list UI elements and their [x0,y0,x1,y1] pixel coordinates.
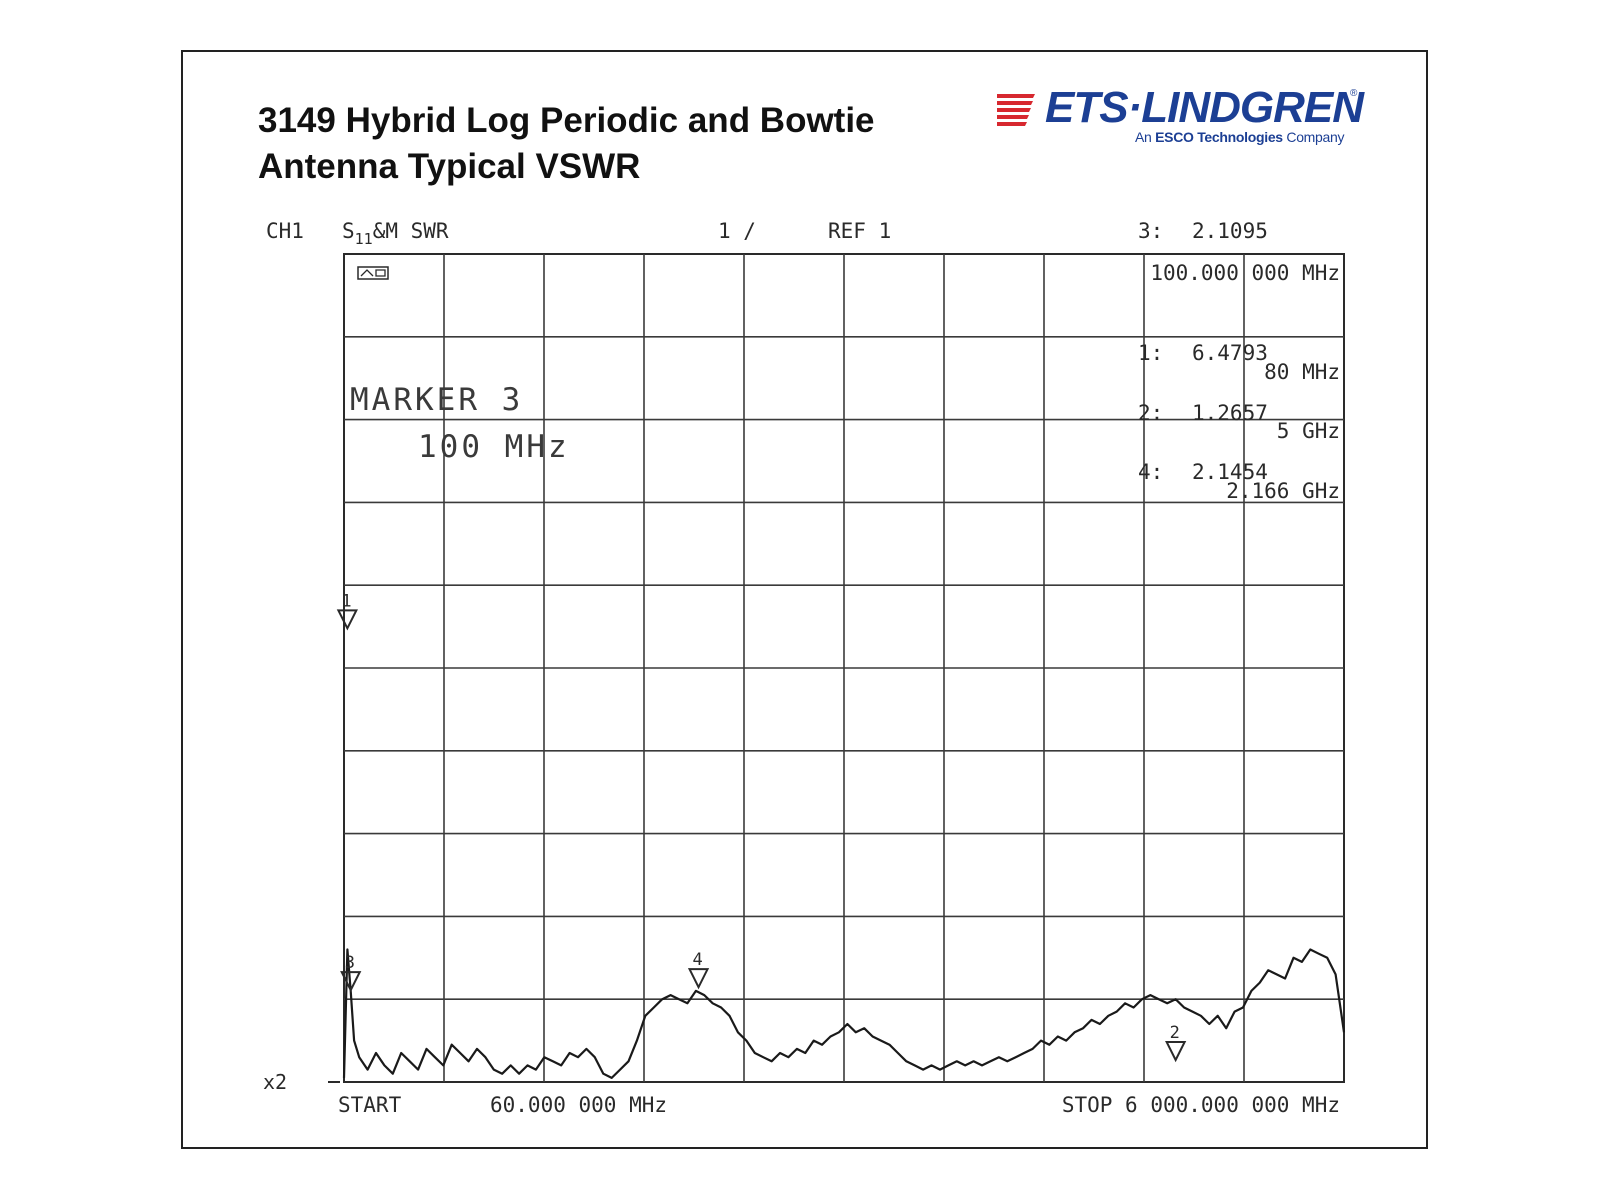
marker-2-label: 2 [1170,1023,1180,1043]
marker-3-label: 3 [345,953,355,973]
logo-tagline-bold: ESCO Technologies [1155,129,1283,145]
marker-2-readout: 2: 1.2657 5 GHz [1138,401,1340,443]
active-marker-freq: 100.000 000 MHz [1150,261,1340,285]
start-label: START [338,1093,402,1117]
marker-1-label: 1 [341,591,351,611]
marker-layer: 1 2 3 4 [336,591,1187,1063]
annotation-marker-label: MARKER 3 [350,382,523,418]
marker-1-triangle [336,609,358,631]
marker-2-id: 2: [1138,401,1163,425]
marker-4-readout: 4: 2.1454 2.166 GHz [1138,460,1340,503]
annotation-freq-label: 100 MHz [418,429,570,465]
plot-grid [344,254,1344,1082]
marker-2: 2 [1165,1023,1187,1063]
waves-logo-icon [997,94,1035,126]
marker-4: 4 [687,950,710,990]
chart-frame [181,50,1428,1149]
marker-1-value: 6.4793 [1192,341,1268,365]
active-marker-value: 2.1095 [1192,219,1268,243]
marker-1-freq: 80 MHz [1264,360,1340,384]
title-line-2: Antenna Typical VSWR [258,147,641,186]
marker-2-freq: 5 GHz [1277,419,1340,443]
ref-level-label: x2 [263,1070,287,1094]
param-suffix: &M SWR [373,219,449,243]
marker-1: 1 [336,591,358,631]
logo-tagline-prefix: An [1135,129,1152,145]
marker-4-value: 2.1454 [1192,460,1268,484]
param-prefix: S [342,219,355,243]
marker-4-triangle [687,968,710,990]
marker-2-value: 1.2657 [1192,401,1268,425]
logo-registered: ® [1350,88,1358,99]
title-line-1: 3149 Hybrid Log Periodic and Bowtie [258,101,875,140]
marker-3: 3 [340,953,362,993]
param-sub: 11 [355,230,373,248]
logo-brand: ETS·LINDGREN [1045,83,1364,132]
page-title: 3149 Hybrid Log Periodic and Bowtie Ante… [258,98,958,190]
marker-2-triangle [1165,1041,1187,1063]
marker-4-label: 4 [693,950,703,970]
scale-label: 1 / [718,219,756,243]
marker-1-readout: 1: 6.4793 80 MHz [1138,341,1340,384]
marker-3-triangle [340,971,362,993]
start-value: 60.000 000 MHz [490,1093,667,1117]
marker-1-id: 1: [1138,341,1163,365]
logo-tagline-suffix: Company [1286,129,1345,145]
stop-label: STOP 6 000.000 000 MHz [1062,1093,1340,1117]
ets-lindgren-logo: ETS·LINDGREN ® An ESCO Technologies Comp… [995,83,1364,150]
logo-tagline: An ESCO Technologies Company [1135,129,1345,145]
channel-label: CH1 [266,219,304,243]
status-icon [357,266,389,280]
marker-4-freq: 2.166 GHz [1226,479,1340,503]
param-label: S11&M SWR [342,219,449,248]
active-marker-id: 3: [1138,219,1163,243]
marker-4-id: 4: [1138,460,1163,484]
ref-label: REF 1 [828,219,891,243]
vswr-trace [342,948,1346,1079]
